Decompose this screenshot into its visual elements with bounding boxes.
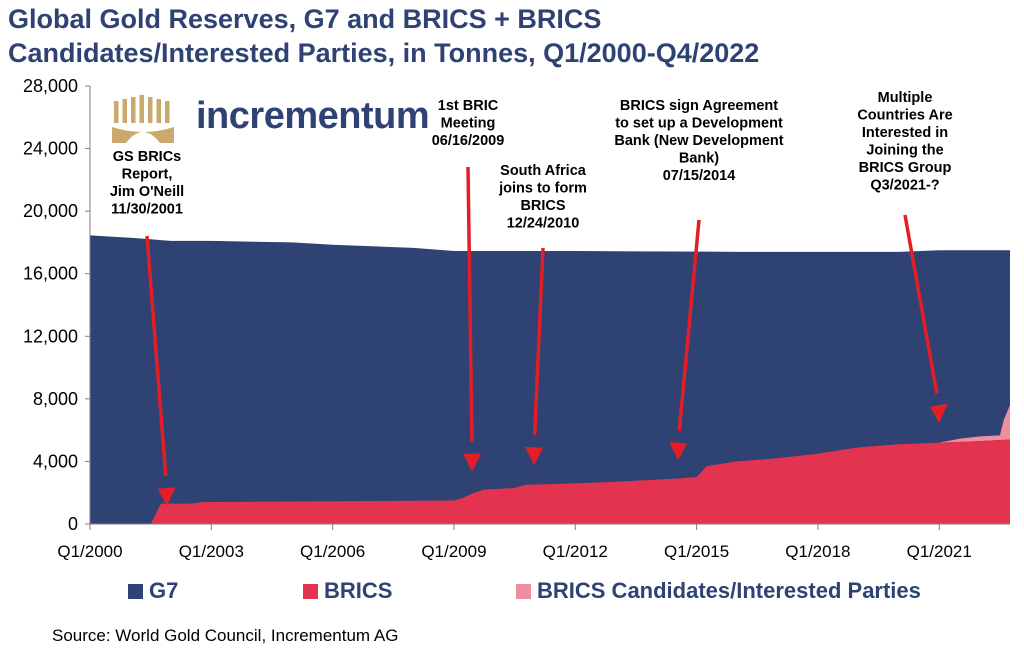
pillar-logo-icon <box>112 95 174 143</box>
annotation-arrowhead <box>669 441 688 461</box>
annotation-arrow <box>903 214 939 394</box>
annotation-5: Multiple Countries Are Interested in Joinin… <box>857 90 953 424</box>
legend-label-candidates: BRICS Candidates/Interested Parties <box>537 578 921 603</box>
y-tick-label: 4,000 <box>33 451 78 471</box>
incrementum-logo: incrementum <box>112 95 430 143</box>
area-series-brics <box>90 439 1010 524</box>
chart-title-line-2: Candidates/Interested Parties, in Tonnes… <box>8 38 760 68</box>
chart-axes: 0 4,000 8,000 12,000 16,000 20,000 24,000 28,00… <box>23 76 1010 561</box>
annotation-arrow <box>677 219 701 431</box>
y-tick-label: 20,000 <box>23 201 78 221</box>
legend-item-g7: G7 <box>128 578 178 604</box>
annotation-text: South Africa joins to form BRICS 12/24/2010 <box>498 163 587 232</box>
x-tick-label: Q1/2003 <box>179 542 244 561</box>
x-tick-label: Q1/2018 <box>785 542 850 561</box>
annotation-4: BRICS sign Agreement to set up a Developm… <box>614 98 784 461</box>
brand-wordmark: incrementum <box>196 95 429 137</box>
annotation-arrowhead <box>525 446 544 466</box>
y-tick-label: 28,000 <box>23 76 78 96</box>
area-chart: 0 4,000 8,000 12,000 16,000 20,000 24,000 28,00… <box>23 76 1010 561</box>
annotation-arrow <box>145 235 168 477</box>
chart-legend: G7 BRICS BRICS Candidates/Interested Par… <box>0 578 1024 612</box>
x-tick-label: Q1/2009 <box>421 542 486 561</box>
chart-annotations: GS BRICs Report, Jim O'Neill 11/30/2001 1st … <box>110 90 953 506</box>
annotation-arrow <box>466 166 474 442</box>
chart-title-line-1: Global Gold Reserves, G7 and BRICS + BRI… <box>8 4 602 34</box>
annotation-arrowhead <box>930 403 948 424</box>
source-note: Source: World Gold Council, Incrementum … <box>52 626 399 645</box>
chart-title: Global Gold Reserves, G7 and BRICS + BRI… <box>8 2 1008 70</box>
annotation-1: GS BRICs Report, Jim O'Neill 11/30/2001 <box>110 149 184 506</box>
x-tick-label: Q1/2006 <box>300 542 365 561</box>
chart-areas <box>90 235 1010 524</box>
annotation-arrowhead <box>157 487 176 506</box>
legend-swatch-brics <box>303 583 318 599</box>
annotation-arrow <box>532 247 545 436</box>
annotation-text: BRICS sign Agreement to set up a Developm… <box>614 98 783 184</box>
legend-item-brics: BRICS <box>303 578 392 604</box>
legend-swatch-candidates <box>516 583 531 599</box>
annotation-3: South Africa joins to form BRICS 12/24/2010 <box>498 163 587 466</box>
legend-item-candidates: BRICS Candidates/Interested Parties <box>516 578 921 604</box>
area-series-g7 <box>90 235 1010 524</box>
legend-label-brics: BRICS <box>324 578 393 603</box>
annotation-arrowhead <box>463 453 482 472</box>
x-tick-label: Q1/2012 <box>543 542 608 561</box>
annotation-text: Multiple Countries Are Interested in Joinin… <box>857 90 952 194</box>
y-tick-label: 0 <box>68 514 78 534</box>
annotation-text: GS BRICs Report, Jim O'Neill 11/30/2001 <box>110 149 184 218</box>
y-tick-label: 24,000 <box>23 139 78 159</box>
y-tick-label: 8,000 <box>33 389 78 409</box>
annotation-2: 1st BRIC Meeting 06/16/2009 <box>432 98 505 472</box>
legend-label-g7: G7 <box>149 578 179 603</box>
y-tick-label: 16,000 <box>23 264 78 284</box>
x-tick-label: Q1/2015 <box>664 542 729 561</box>
x-tick-label: Q1/2021 <box>907 542 972 561</box>
x-tick-label: Q1/2000 <box>57 542 122 561</box>
annotation-text: 1st BRIC Meeting 06/16/2009 <box>432 98 505 149</box>
y-tick-label: 12,000 <box>23 326 78 346</box>
legend-swatch-g7 <box>128 583 143 599</box>
